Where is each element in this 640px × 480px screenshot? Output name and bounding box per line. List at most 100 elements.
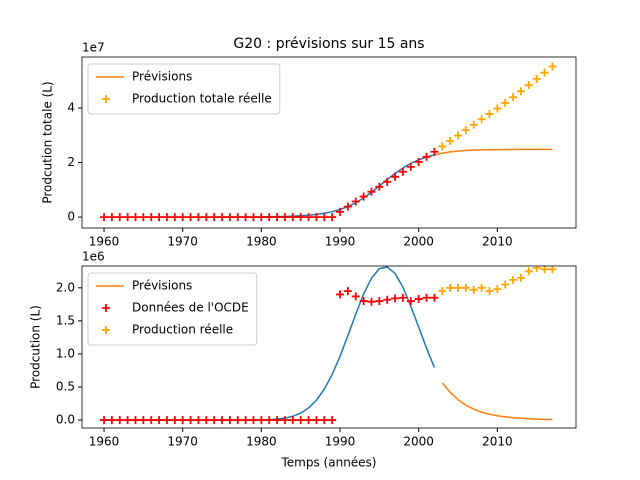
- series-line: [441, 382, 553, 421]
- data-point: [375, 182, 384, 191]
- data-point: [367, 187, 376, 196]
- data-point: [155, 416, 164, 425]
- legend-label: Production réelle: [132, 323, 233, 337]
- data-point: [485, 287, 494, 296]
- y-tick-label: 2: [67, 155, 75, 169]
- chart-title: G20 : prévisions sur 15 ans: [233, 36, 424, 52]
- data-point: [485, 109, 494, 118]
- data-point: [422, 152, 431, 161]
- data-point: [107, 213, 116, 222]
- plot-area: [100, 62, 557, 222]
- data-point: [162, 416, 171, 425]
- x-tick-label: 1990: [325, 435, 356, 449]
- data-point: [509, 93, 518, 102]
- data-point: [202, 416, 211, 425]
- x-tick-label: 1970: [167, 435, 198, 449]
- data-point: [210, 416, 219, 425]
- data-point: [446, 283, 455, 292]
- data-point: [469, 285, 478, 294]
- data-point: [336, 207, 345, 216]
- data-point: [100, 213, 109, 222]
- data-point: [414, 157, 423, 166]
- data-point: [186, 213, 195, 222]
- y-tick-label: 0.0: [56, 413, 75, 427]
- data-point: [548, 62, 557, 71]
- y-axis-label: Prodcution (L): [29, 305, 43, 389]
- data-point: [320, 416, 329, 425]
- data-point: [280, 416, 289, 425]
- y-offset-label: 1e6: [82, 250, 105, 264]
- data-point: [328, 213, 337, 222]
- data-point: [367, 297, 376, 306]
- x-axis-label: Temps (années): [281, 456, 377, 470]
- data-point: [375, 297, 384, 306]
- data-point: [115, 213, 124, 222]
- data-point: [438, 142, 447, 151]
- axes-frame: [81, 56, 577, 229]
- y-axis-label: Prodcution totale (L): [41, 81, 55, 203]
- data-point: [343, 202, 352, 211]
- data-point: [123, 416, 132, 425]
- data-point: [107, 416, 116, 425]
- data-point: [509, 275, 518, 284]
- data-point: [532, 74, 541, 83]
- data-point: [548, 266, 557, 274]
- data-point: [178, 416, 187, 425]
- data-point: [194, 416, 203, 425]
- data-point: [501, 280, 510, 289]
- data-point: [312, 213, 321, 222]
- data-point: [170, 416, 179, 425]
- x-tick-label: 1970: [167, 235, 198, 249]
- legend: Prévisions Données de l'OCDE Production ré…: [87, 272, 258, 346]
- data-point: [328, 416, 337, 425]
- x-tick-label: 2010: [482, 235, 513, 249]
- data-point: [501, 98, 510, 107]
- data-point: [406, 297, 415, 306]
- x-tick-label: 2000: [403, 435, 434, 449]
- data-point: [147, 416, 156, 425]
- data-point: [233, 213, 242, 222]
- legend-marker: [102, 95, 110, 103]
- legend-marker: [102, 326, 110, 334]
- data-point: [430, 293, 439, 302]
- data-point: [524, 267, 533, 276]
- x-tick-label: 1960: [89, 235, 120, 249]
- data-point: [194, 213, 203, 222]
- x-tick-label: 1980: [246, 435, 277, 449]
- data-point: [304, 213, 313, 222]
- x-tick-label: 1980: [246, 235, 277, 249]
- data-point: [218, 213, 227, 222]
- data-point: [100, 416, 109, 425]
- data-point: [162, 213, 171, 222]
- data-point: [139, 213, 148, 222]
- data-point: [422, 293, 431, 302]
- data-point: [147, 213, 156, 222]
- data-point: [336, 290, 345, 299]
- data-point: [296, 213, 305, 222]
- y-tick-label: 2.0: [56, 280, 75, 294]
- data-point: [123, 213, 132, 222]
- data-point: [454, 131, 463, 140]
- data-point: [296, 416, 305, 425]
- y-tick-label: 1.5: [56, 313, 75, 327]
- data-point: [493, 104, 502, 113]
- data-point: [225, 213, 234, 222]
- data-point: [186, 416, 195, 425]
- data-point: [438, 287, 447, 296]
- data-point: [493, 285, 502, 294]
- legend-box: [87, 63, 281, 115]
- legend-label: Données de l'OCDE: [132, 301, 249, 315]
- data-point: [139, 416, 148, 425]
- data-point: [202, 213, 211, 222]
- legend-box: [87, 272, 258, 346]
- data-point: [351, 197, 360, 206]
- data-point: [241, 213, 250, 222]
- data-point: [131, 416, 140, 425]
- data-point: [383, 295, 392, 304]
- data-point: [398, 293, 407, 302]
- data-point: [540, 68, 549, 77]
- y-tick-label: 4: [67, 101, 75, 115]
- plot-area: [100, 266, 557, 425]
- data-point: [273, 416, 282, 425]
